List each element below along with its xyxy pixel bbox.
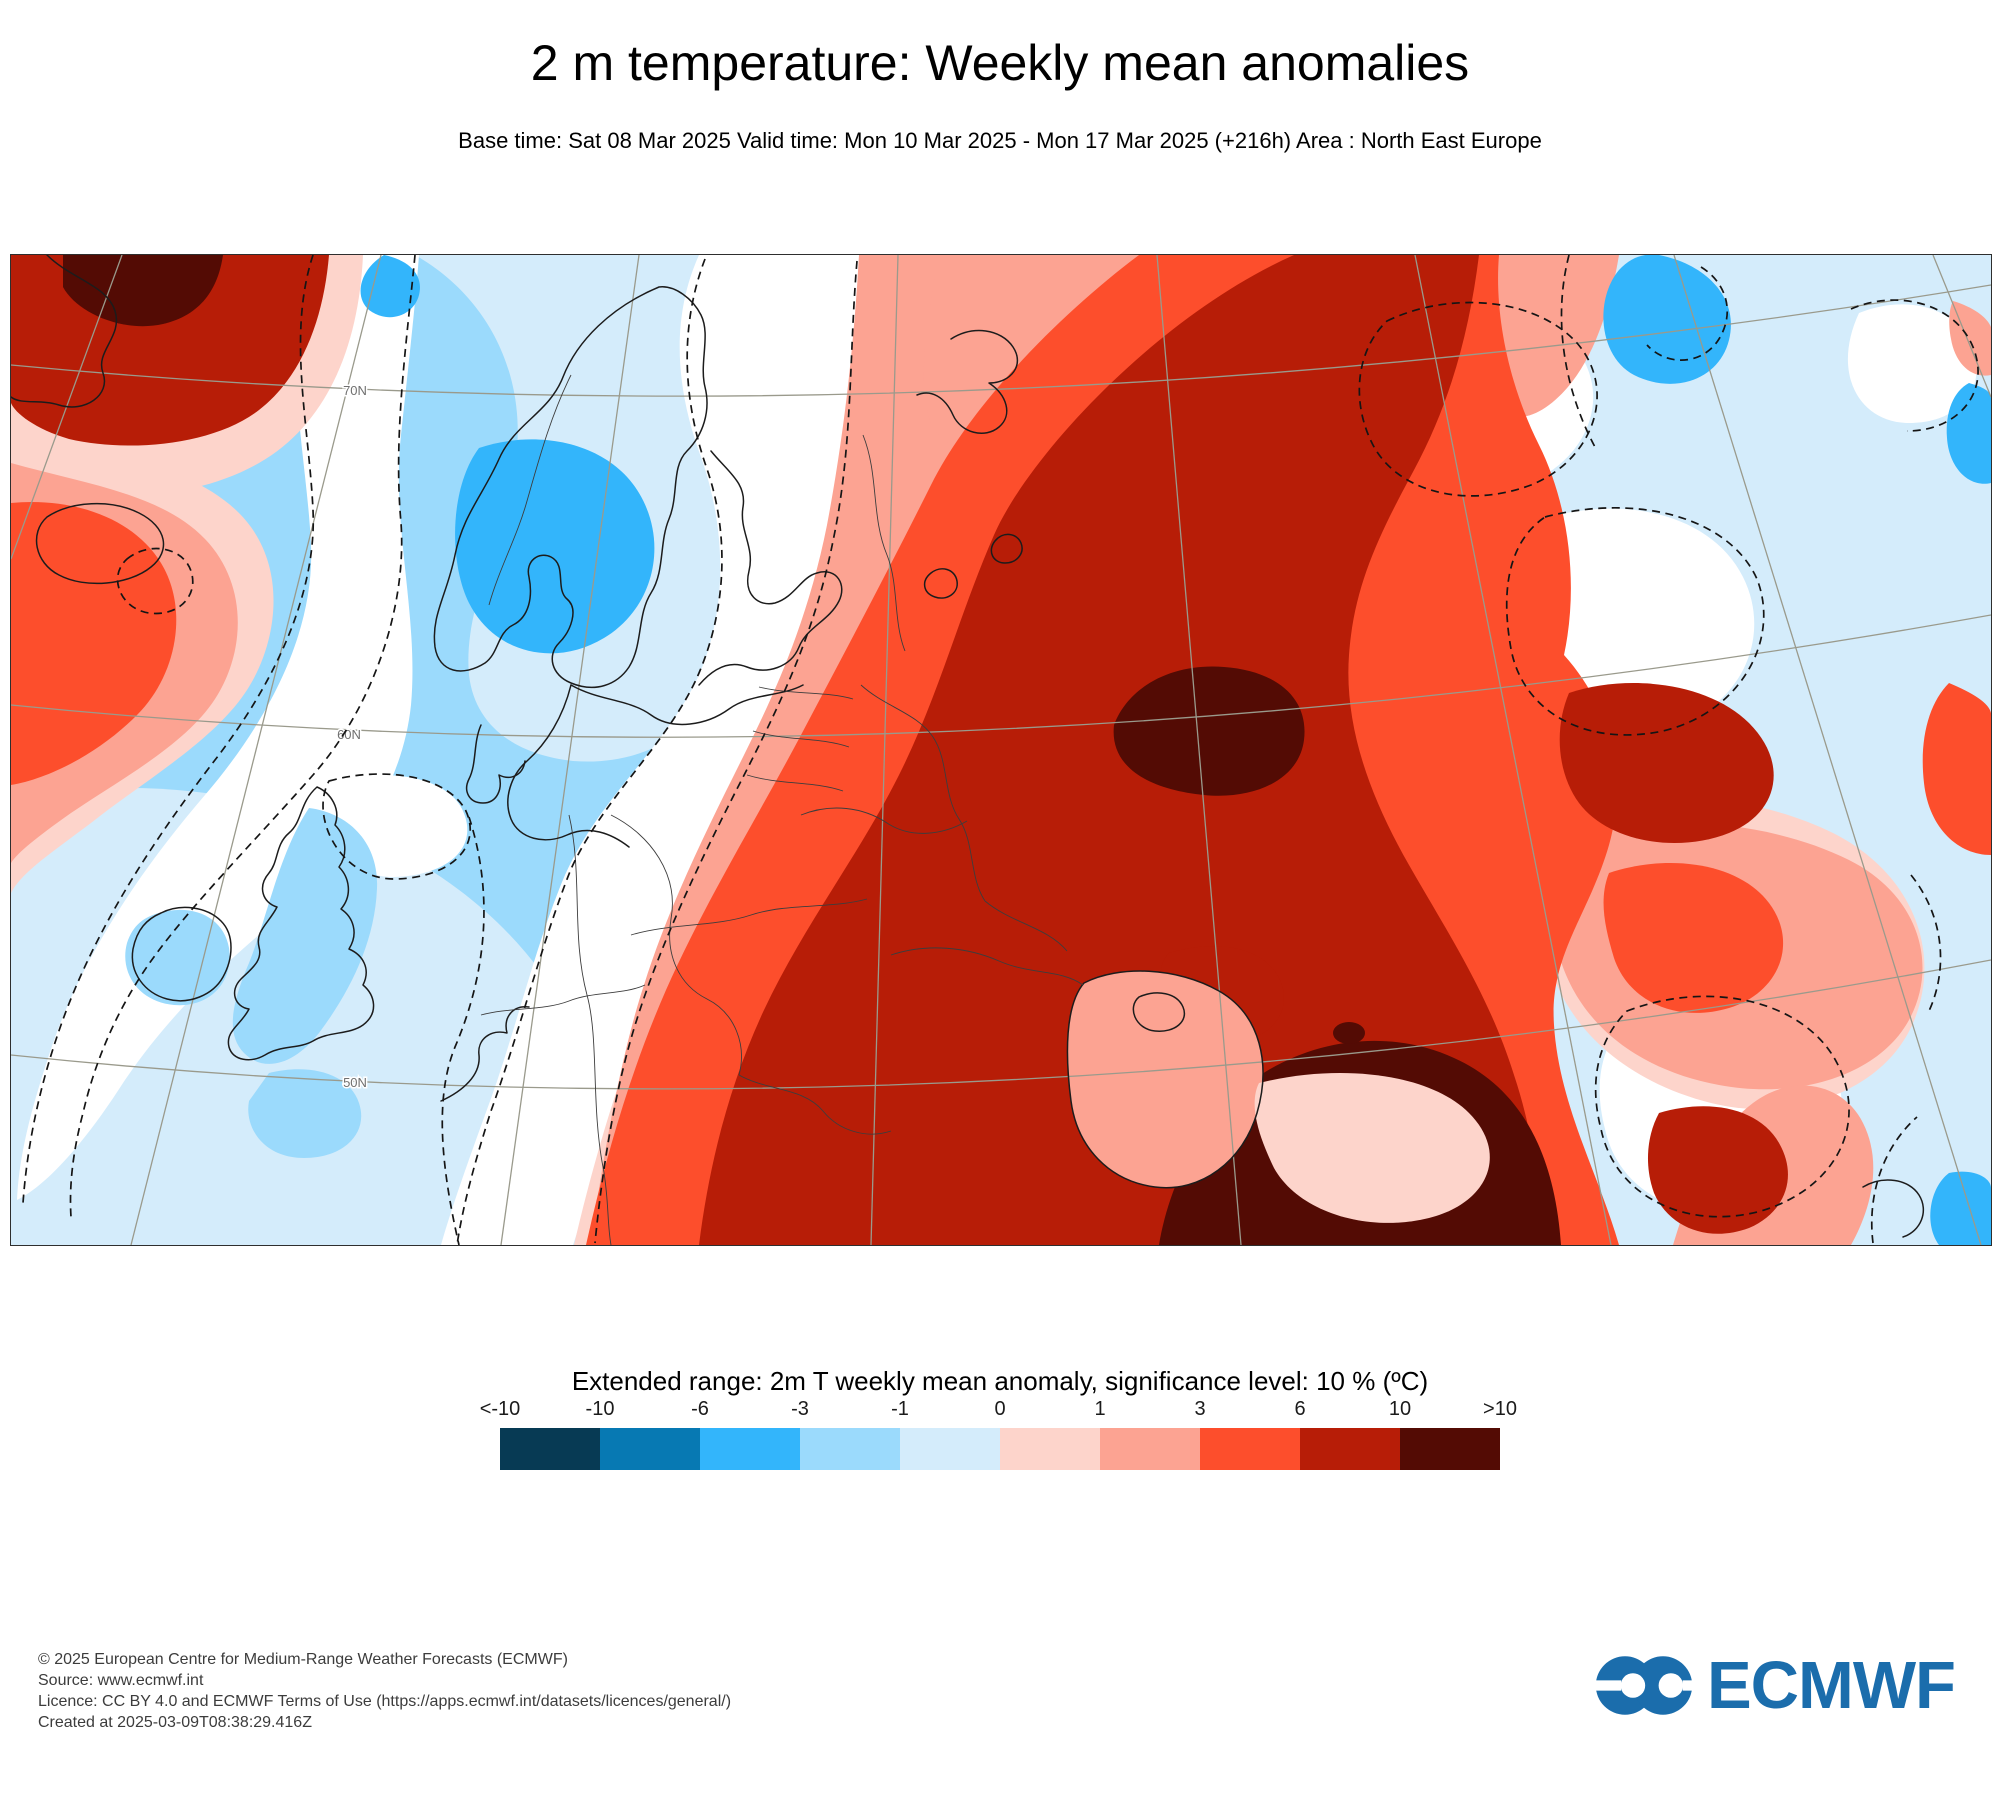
graticule-label-60n: 60N [337,727,361,742]
legend-tick: 1 [1094,1398,1106,1420]
graticule-label-70n: 70N [343,383,367,398]
footer-licence: Licence: CC BY 4.0 and ECMWF Terms of Us… [38,1693,732,1710]
legend-color-cell [500,1428,600,1470]
country-borders [480,374,1084,1245]
legend-tick: 0 [994,1398,1006,1420]
footer-attribution: © 2025 European Centre for Medium-Range … [38,1649,731,1733]
legend-color-cell [1200,1428,1300,1470]
footer-created-at: Created at 2025-03-09T08:38:29.416Z [38,1714,312,1731]
significance-contours [22,255,1979,1245]
graticule-lines: 70N 60N 50N [11,255,1991,1245]
legend-color-cell [900,1428,1000,1470]
legend-tick: -10 [585,1398,615,1420]
legend-color-cell [700,1428,800,1470]
warm-island-patches [1067,971,1490,1223]
footer-copyright: © 2025 European Centre for Medium-Range … [38,1651,568,1668]
temperature-anomaly-map: 70N 60N 50N [10,254,1992,1246]
legend-color-cell [800,1428,900,1470]
legend-tick-labels: <-10 -10 -6 -3 -1 0 1 3 6 10 >10 [480,1398,1517,1422]
legend-tick: 10 [1388,1398,1412,1420]
page-title: 2 m temperature: Weekly mean anomalies [530,35,1470,91]
legend-color-cell [1000,1428,1100,1470]
legend-tick: -6 [691,1398,709,1420]
ecmwf-logo: ECMWF [1594,1645,1956,1725]
anomaly-map-svg: 70N 60N 50N [11,255,1991,1245]
legend-tick: -1 [891,1398,909,1420]
legend-colorbar [500,1428,1500,1470]
ecmwf-logo-text: ECMWF [1706,1647,1956,1723]
graticule-label-50n: 50N [343,1075,367,1090]
legend-tick: -3 [791,1398,809,1420]
page-subtitle: Base time: Sat 08 Mar 2025 Valid time: M… [458,128,1542,153]
legend-color-cell [1100,1428,1200,1470]
legend-tick: 6 [1294,1398,1306,1420]
ecmwf-emblem-icon [1594,1655,1693,1715]
legend-color-cell [600,1428,700,1470]
legend-tick: 3 [1194,1398,1206,1420]
footer-source: Source: www.ecmwf.int [38,1672,204,1689]
cold-blue-patches [125,255,1991,1245]
legend-color-cell [1400,1428,1500,1470]
legend-tick: >10 [1483,1398,1517,1420]
legend-title: Extended range: 2m T weekly mean anomaly… [571,1366,1429,1396]
legend-color-cell [1300,1428,1400,1470]
coastlines [11,255,1924,1238]
legend-tick: <-10 [479,1398,521,1420]
